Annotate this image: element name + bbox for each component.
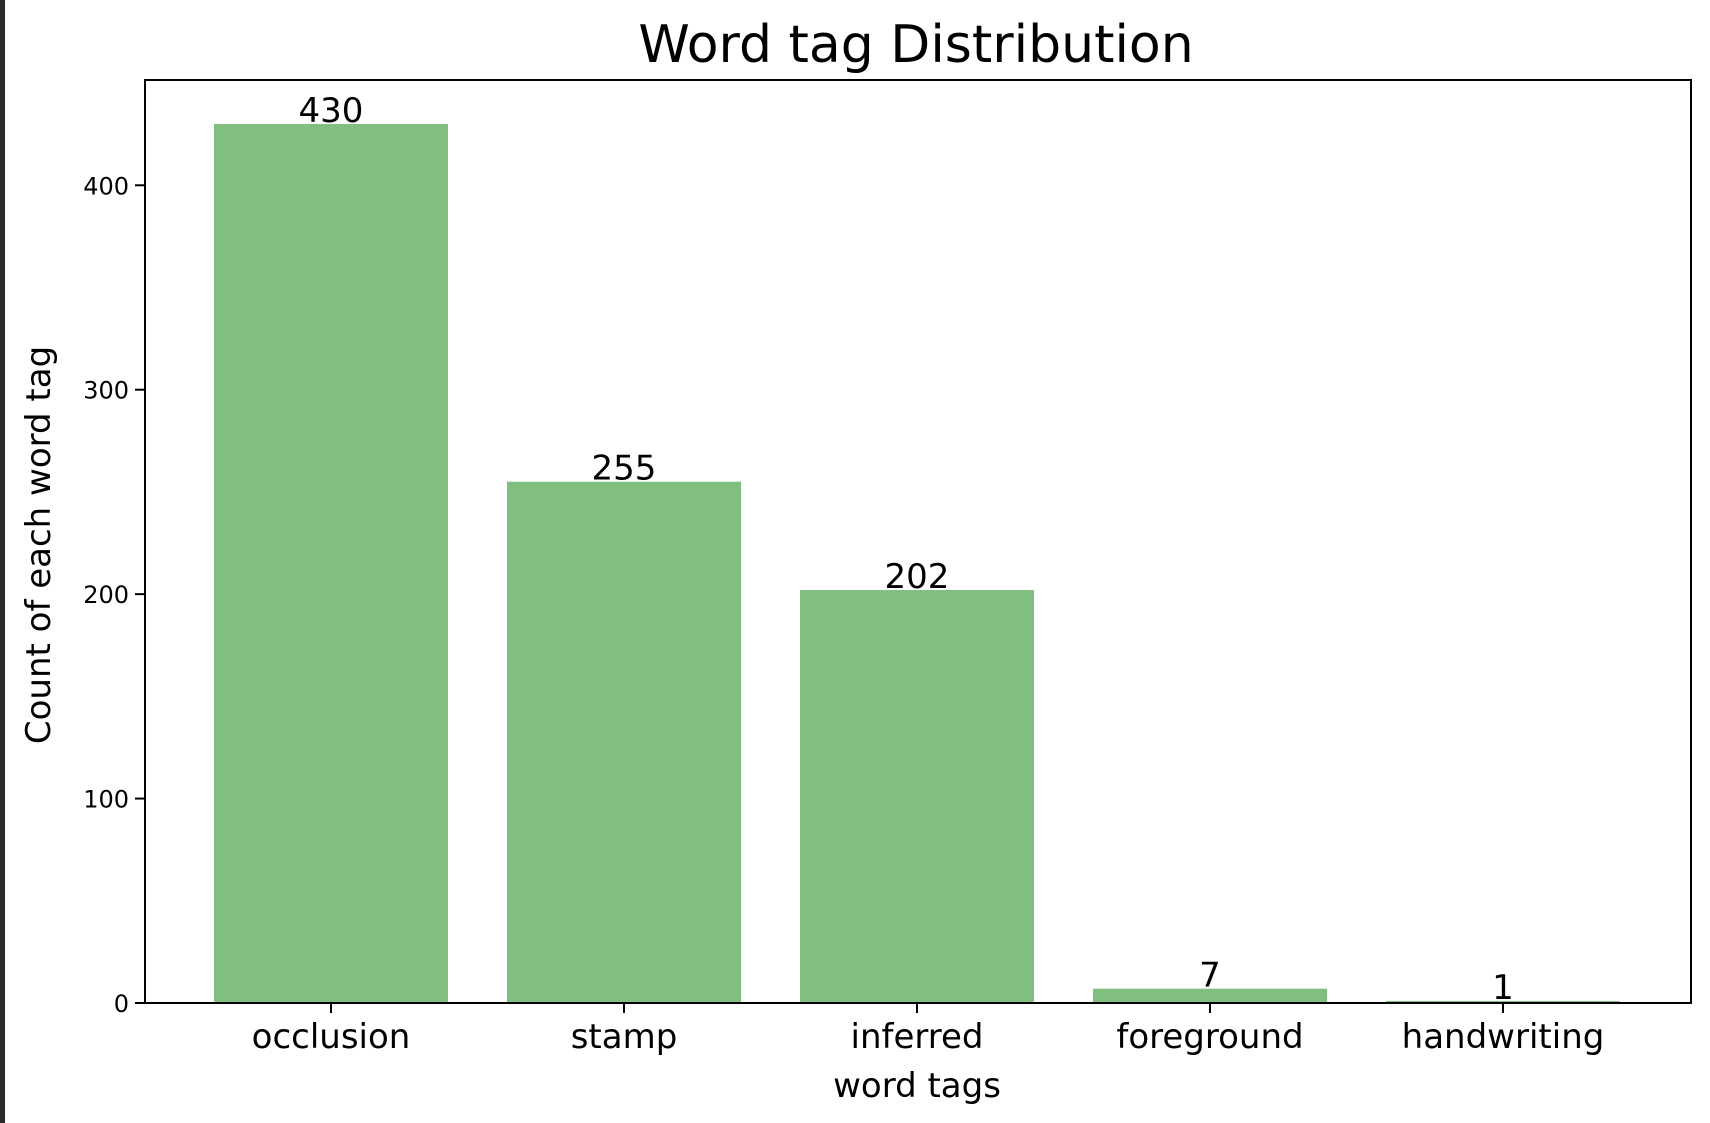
bar-data-labels: 430 255 202 7 1 (299, 91, 1514, 1008)
bar-inferred (800, 590, 1034, 1003)
y-tick-label: 300 (83, 377, 129, 405)
bar-value-label: 1 (1492, 968, 1514, 1008)
x-tick-label: occlusion (252, 1017, 411, 1057)
y-axis-label: Count of each word tag (19, 346, 59, 744)
y-axis: 0 100 200 300 400 (83, 172, 145, 1018)
x-tick-label: handwriting (1402, 1017, 1605, 1057)
bars-layer (214, 123, 1620, 1003)
x-axis: occlusion stamp inferred foreground handwrit… (252, 1003, 1605, 1057)
y-tick-label: 100 (83, 786, 129, 814)
y-tick-label: 400 (83, 172, 129, 200)
bar-value-label: 202 (885, 557, 950, 597)
chart-title: Word tag Distribution (638, 15, 1193, 75)
bar-occlusion (214, 123, 448, 1003)
x-axis-label: word tags (833, 1066, 1001, 1106)
bar-value-label: 430 (299, 91, 364, 131)
x-tick-label: inferred (851, 1017, 984, 1057)
bar-handwriting (1386, 1000, 1620, 1003)
bar-stamp (507, 481, 741, 1003)
y-tick-label: 200 (83, 581, 129, 609)
x-tick-label: stamp (571, 1017, 678, 1057)
plot-frame (144, 79, 1692, 1004)
x-tick-label: foreground (1116, 1017, 1303, 1057)
bar-foreground (1093, 988, 1327, 1003)
bar-value-label: 255 (592, 449, 657, 489)
window-left-border (0, 0, 5, 1123)
y-tick-label: 0 (114, 990, 129, 1018)
bar-value-label: 7 (1199, 956, 1221, 996)
